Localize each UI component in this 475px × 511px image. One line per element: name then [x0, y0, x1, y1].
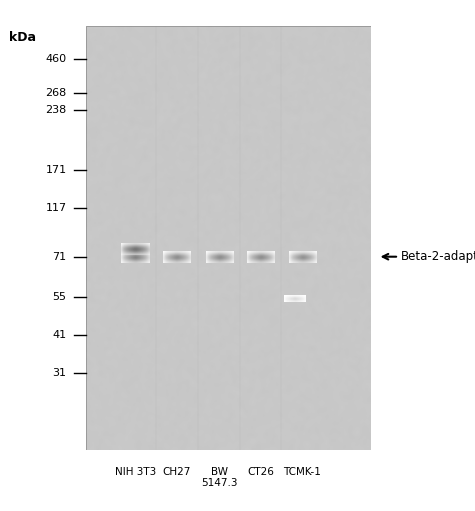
Text: 31: 31 — [53, 368, 66, 378]
Text: kDa: kDa — [10, 31, 37, 43]
Text: CT26: CT26 — [247, 467, 274, 477]
Text: NIH 3T3: NIH 3T3 — [115, 467, 156, 477]
Text: Beta-2-adaptin: Beta-2-adaptin — [401, 250, 475, 263]
Text: 268: 268 — [45, 88, 66, 99]
Text: TCMK-1: TCMK-1 — [283, 467, 321, 477]
Text: 117: 117 — [46, 203, 66, 213]
Text: 41: 41 — [52, 330, 66, 340]
Text: 238: 238 — [45, 105, 66, 115]
Text: BW
5147.3: BW 5147.3 — [201, 467, 238, 488]
Text: CH27: CH27 — [162, 467, 191, 477]
Text: 460: 460 — [46, 55, 66, 64]
Text: 71: 71 — [52, 252, 66, 262]
Text: 55: 55 — [53, 292, 66, 302]
Text: 171: 171 — [46, 165, 66, 175]
